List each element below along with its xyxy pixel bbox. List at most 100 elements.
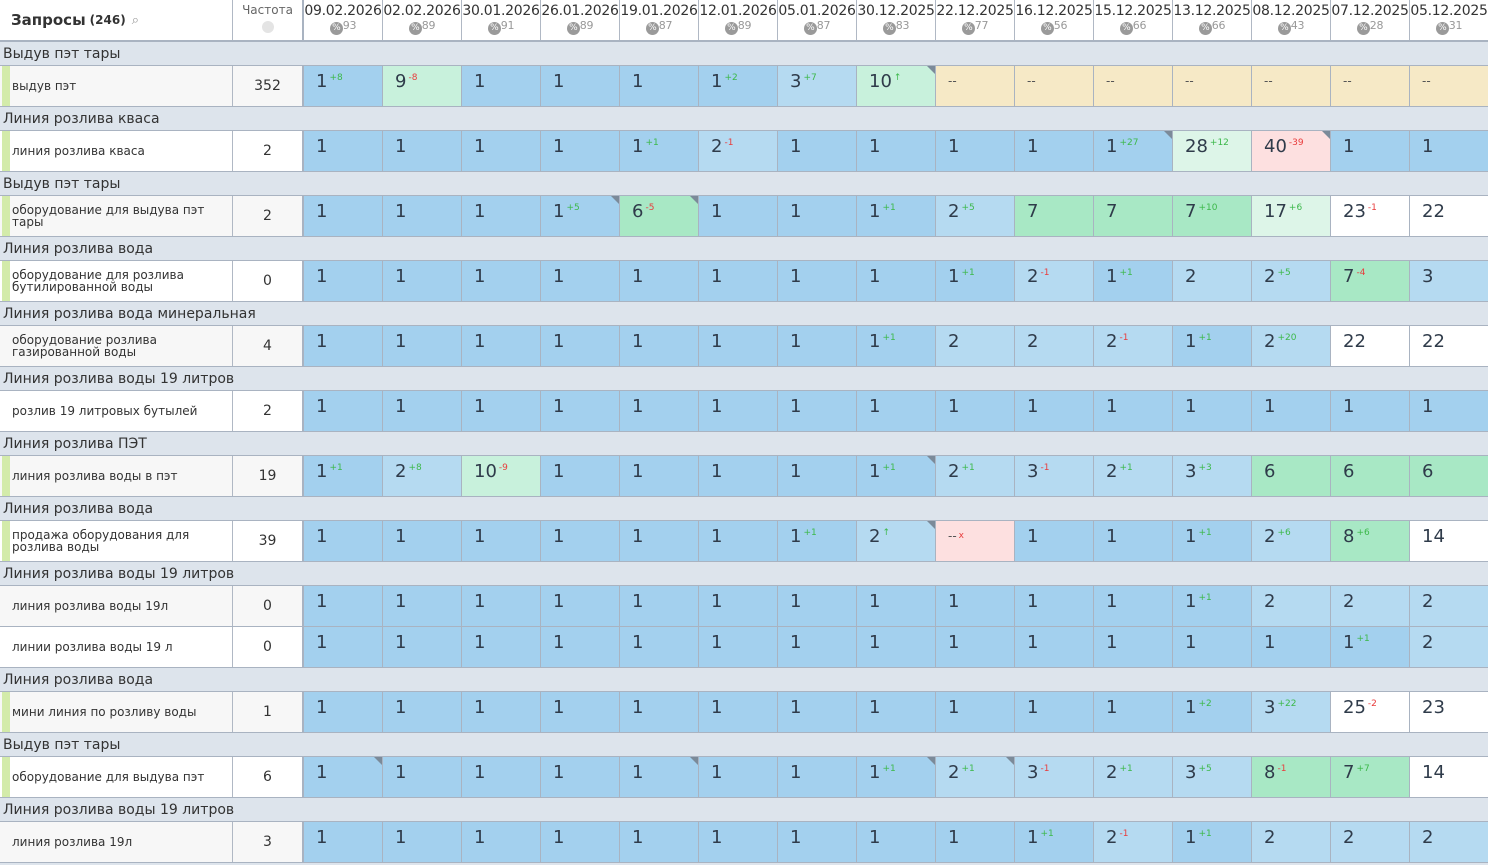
position-cell[interactable]: 1 (1173, 391, 1252, 431)
position-cell[interactable]: 2 +5 (936, 196, 1015, 236)
frequency-column-header[interactable]: Частота (233, 0, 304, 40)
group-header[interactable]: Линия розлива воды 19 литров (0, 367, 1488, 391)
position-cell[interactable]: 1 (699, 261, 778, 301)
position-cell[interactable]: 1 +2 (1173, 692, 1252, 732)
position-cell[interactable]: 1 (304, 822, 383, 862)
position-cell[interactable]: 1 (383, 391, 462, 431)
position-cell[interactable]: 1 (1015, 692, 1094, 732)
note-corner-icon[interactable] (1164, 131, 1172, 139)
position-cell[interactable]: 1 (1252, 391, 1331, 431)
position-cell[interactable]: 1 +1 (857, 456, 936, 496)
position-cell[interactable]: 7 +7 (1331, 757, 1410, 797)
position-cell[interactable]: 1 (462, 326, 541, 366)
note-corner-icon[interactable] (927, 456, 935, 464)
position-cell[interactable]: 1 (1094, 627, 1173, 667)
position-cell[interactable]: 1 (778, 131, 857, 171)
position-cell[interactable]: 1 (304, 692, 383, 732)
position-cell[interactable]: 1 (857, 261, 936, 301)
position-cell[interactable]: 1 (462, 692, 541, 732)
position-cell[interactable]: 1 (620, 326, 699, 366)
position-cell[interactable]: 1 (936, 131, 1015, 171)
position-cell[interactable]: 1 (936, 822, 1015, 862)
group-header[interactable]: Линия розлива воды 19 литров (0, 562, 1488, 586)
position-cell[interactable]: 3 +3 (1173, 456, 1252, 496)
query-cell[interactable]: линия розлива воды в пэт (0, 456, 233, 496)
note-corner-icon[interactable] (1006, 757, 1014, 765)
position-cell[interactable]: 1 (1094, 586, 1173, 626)
position-cell[interactable]: 1 (462, 261, 541, 301)
query-cell[interactable]: оборудование розлива газированной воды (0, 326, 233, 366)
queries-column-header[interactable]: Запросы (246) ⌕ (0, 0, 233, 40)
position-cell[interactable]: 17 +6 (1252, 196, 1331, 236)
position-cell[interactable]: 1 +27 (1094, 131, 1173, 171)
position-cell[interactable]: 1 (304, 521, 383, 561)
position-cell[interactable]: 2 +8 (383, 456, 462, 496)
position-cell[interactable]: 2 -1 (1094, 822, 1173, 862)
position-cell[interactable]: 6 -5 (620, 196, 699, 236)
position-cell[interactable]: 2 (1173, 261, 1252, 301)
query-cell[interactable]: мини линия по розливу воды (0, 692, 233, 732)
position-cell[interactable]: 14 (1410, 521, 1488, 561)
position-cell[interactable]: 1 (778, 692, 857, 732)
position-cell[interactable]: 2 +1 (936, 456, 1015, 496)
position-cell[interactable]: 1 (699, 757, 778, 797)
position-cell[interactable]: 1 (1331, 131, 1410, 171)
date-column-header[interactable]: 30.01.2026% 91 (462, 0, 541, 40)
position-cell[interactable]: 7 -4 (1331, 261, 1410, 301)
position-cell[interactable]: 1 (778, 822, 857, 862)
date-column-header[interactable]: 26.01.2026% 89 (541, 0, 620, 40)
position-cell[interactable]: 1 (1094, 521, 1173, 561)
position-cell[interactable]: 2 -1 (699, 131, 778, 171)
position-cell[interactable]: 6 (1410, 456, 1488, 496)
position-cell[interactable]: 22 (1410, 326, 1488, 366)
position-cell[interactable]: 2 (1015, 326, 1094, 366)
position-cell[interactable]: 1 (383, 131, 462, 171)
position-cell[interactable]: 1 (304, 131, 383, 171)
group-header[interactable]: Линия розлива вода минеральная (0, 302, 1488, 326)
note-corner-icon[interactable] (690, 757, 698, 765)
position-cell[interactable]: 23 -1 (1331, 196, 1410, 236)
position-cell[interactable]: 2 (1410, 586, 1488, 626)
position-cell[interactable]: 1 (304, 196, 383, 236)
position-cell[interactable]: 8 +6 (1331, 521, 1410, 561)
position-cell[interactable]: 1 (304, 261, 383, 301)
note-corner-icon[interactable] (611, 196, 619, 204)
position-cell[interactable]: 1 (383, 692, 462, 732)
position-cell[interactable]: 1 +1 (1173, 822, 1252, 862)
position-cell[interactable]: 1 (778, 627, 857, 667)
position-cell[interactable]: 1 (778, 261, 857, 301)
position-cell[interactable]: 1 (778, 586, 857, 626)
position-cell[interactable]: 1 +1 (1094, 261, 1173, 301)
note-corner-icon[interactable] (690, 196, 698, 204)
position-cell[interactable]: 1 (541, 131, 620, 171)
position-cell[interactable]: 2 (936, 326, 1015, 366)
position-cell[interactable]: 23 (1410, 692, 1488, 732)
group-header[interactable]: Линия розлива вода (0, 497, 1488, 521)
position-cell[interactable]: 2 (1410, 627, 1488, 667)
position-cell[interactable]: 1 (699, 521, 778, 561)
position-cell[interactable]: 1 +1 (936, 261, 1015, 301)
query-cell[interactable]: линия розлива кваса (0, 131, 233, 171)
query-cell[interactable]: выдув пэт (0, 66, 233, 106)
position-cell[interactable]: 3 -1 (1015, 757, 1094, 797)
position-cell[interactable]: 1 (383, 627, 462, 667)
date-column-header[interactable]: 16.12.2025% 56 (1015, 0, 1094, 40)
position-cell[interactable]: 1 (699, 586, 778, 626)
position-cell[interactable]: 1 (857, 692, 936, 732)
position-cell[interactable]: 1 (620, 586, 699, 626)
position-cell[interactable]: 1 (936, 692, 1015, 732)
date-column-header[interactable]: 19.01.2026% 87 (620, 0, 699, 40)
position-cell[interactable]: -- (1410, 66, 1488, 106)
position-cell[interactable]: 8 -1 (1252, 757, 1331, 797)
position-cell[interactable]: 1 (541, 822, 620, 862)
position-cell[interactable]: 1 (1015, 391, 1094, 431)
position-cell[interactable]: 1 (541, 326, 620, 366)
position-cell[interactable]: -- (1252, 66, 1331, 106)
position-cell[interactable]: -- (1094, 66, 1173, 106)
position-cell[interactable]: 1 (462, 66, 541, 106)
note-corner-icon[interactable] (1322, 131, 1330, 139)
position-cell[interactable]: 1 +1 (1331, 627, 1410, 667)
position-cell[interactable]: 1 (620, 692, 699, 732)
position-cell[interactable]: 1 (1252, 627, 1331, 667)
date-column-header[interactable]: 07.12.2025% 28 (1331, 0, 1410, 40)
